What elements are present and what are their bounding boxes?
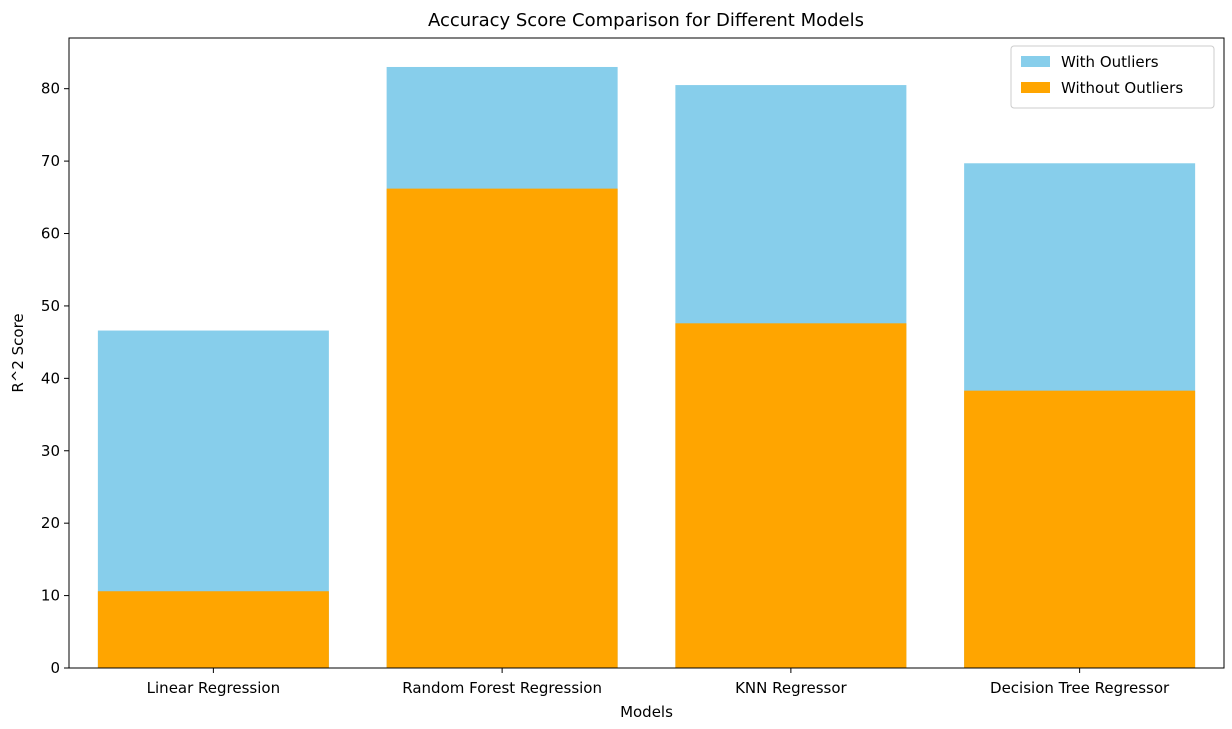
plot-frame bbox=[68, 37, 1225, 669]
x-axis-label: Models bbox=[620, 703, 673, 721]
bar bbox=[675, 323, 907, 668]
y-tick-label: 0 bbox=[50, 659, 60, 677]
legend-box bbox=[1010, 45, 1215, 109]
x-tick-label: Decision Tree Regressor bbox=[990, 679, 1170, 697]
chart-title: Accuracy Score Comparison for Different … bbox=[428, 10, 864, 31]
legend-swatch bbox=[1021, 56, 1050, 67]
y-tick-label: 10 bbox=[41, 587, 60, 605]
y-axis-label: R^2 Score bbox=[9, 313, 27, 392]
legend: With Outliers Without Outliers bbox=[1010, 45, 1215, 109]
bar bbox=[964, 390, 1196, 668]
x-tick-label: KNN Regressor bbox=[735, 679, 847, 697]
y-tick-label: 30 bbox=[41, 442, 60, 460]
legend-label: With Outliers bbox=[1061, 53, 1159, 71]
bar bbox=[386, 188, 618, 668]
y-tick-label: 50 bbox=[41, 297, 60, 315]
x-tick-label: Random Forest Regression bbox=[402, 679, 602, 697]
y-tick-label: 80 bbox=[41, 80, 60, 98]
x-axis: Linear Regression Random Forest Regressio… bbox=[147, 668, 1170, 697]
bar bbox=[97, 591, 329, 668]
series-without-outliers bbox=[97, 188, 1196, 668]
legend-swatch bbox=[1021, 82, 1050, 93]
bars-layer bbox=[97, 66, 1196, 669]
y-axis: 0 10 20 30 40 50 60 70 80 bbox=[41, 80, 69, 677]
y-tick-label: 20 bbox=[41, 514, 60, 532]
y-tick-label: 70 bbox=[41, 152, 60, 170]
legend-label: Without Outliers bbox=[1061, 79, 1183, 97]
x-tick-label: Linear Regression bbox=[147, 679, 280, 697]
y-tick-label: 60 bbox=[41, 225, 60, 243]
y-tick-label: 40 bbox=[41, 369, 60, 387]
